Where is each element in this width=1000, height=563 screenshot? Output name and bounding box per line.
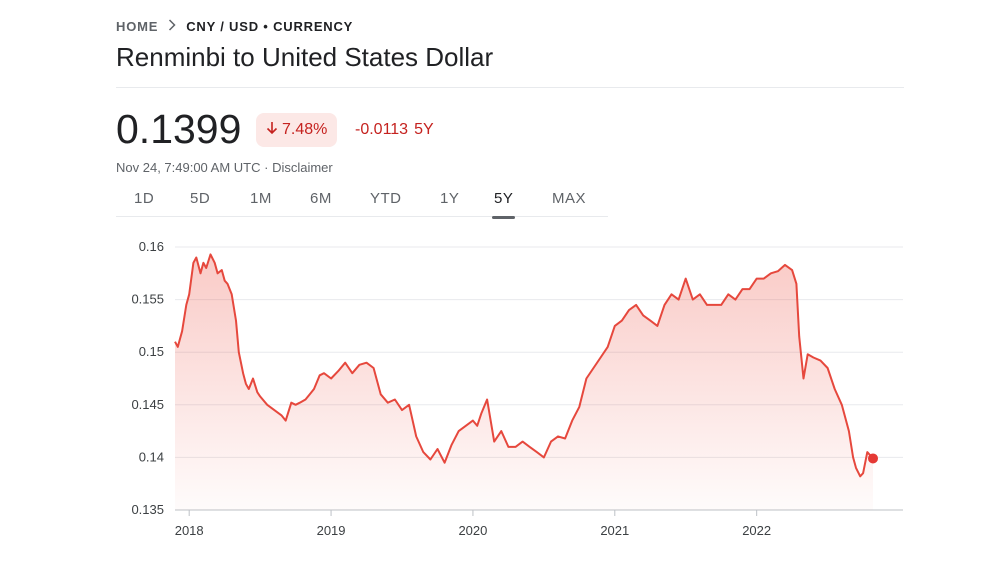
y-tick-label: 0.145 <box>131 397 164 412</box>
y-tick-label: 0.15 <box>139 344 164 359</box>
y-tick-label: 0.14 <box>139 449 164 464</box>
chart-current-point <box>868 453 878 464</box>
arrow-down-icon <box>266 121 278 140</box>
divider <box>116 87 904 88</box>
y-tick-label: 0.16 <box>139 239 164 254</box>
tab-1d[interactable]: 1D <box>134 190 155 207</box>
x-tick-label: 2021 <box>600 523 629 538</box>
tab-5d[interactable]: 5D <box>190 190 211 207</box>
change-period: 5Y <box>414 121 434 138</box>
time-range-tabs: 1D 5D 1M 6M YTD 1Y 5Y MAX <box>116 186 608 219</box>
timestamp-disclaimer[interactable]: Nov 24, 7:49:00 AM UTC · Disclaimer <box>116 160 333 175</box>
y-tick-label: 0.155 <box>131 292 164 307</box>
x-tick-label: 2020 <box>458 523 487 538</box>
current-price: 0.1399 <box>116 106 242 152</box>
absolute-change: -0.0113 5Y <box>355 121 434 139</box>
y-axis: 0.16 0.155 0.15 0.145 0.14 0.135 <box>131 239 164 517</box>
percent-change-badge: 7.48% <box>256 113 338 147</box>
tab-1m[interactable]: 1M <box>250 190 272 207</box>
absolute-change-value: -0.0113 <box>355 121 409 138</box>
x-axis: 2018 2019 2020 2021 2022 <box>175 510 771 538</box>
tab-6m[interactable]: 6M <box>310 190 332 207</box>
x-tick-label: 2022 <box>742 523 771 538</box>
x-tick-label: 2018 <box>175 523 204 538</box>
tab-5y[interactable]: 5Y <box>491 190 516 219</box>
chart-area-fill <box>175 254 873 510</box>
breadcrumb-home-link[interactable]: HOME <box>116 18 159 34</box>
tab-ytd[interactable]: YTD <box>370 190 402 207</box>
y-tick-label: 0.135 <box>131 502 164 517</box>
breadcrumb: HOME CNY / USD • CURRENCY <box>116 18 353 34</box>
percent-change-value: 7.48% <box>282 121 328 138</box>
chart-series-line <box>174 253 874 478</box>
page-title: Renminbi to United States Dollar <box>116 42 494 72</box>
tab-max[interactable]: MAX <box>552 190 587 207</box>
chevron-right-icon <box>168 18 176 34</box>
breadcrumb-current: CNY / USD • CURRENCY <box>186 18 354 34</box>
tab-1y[interactable]: 1Y <box>440 190 460 207</box>
x-tick-label: 2019 <box>317 523 346 538</box>
